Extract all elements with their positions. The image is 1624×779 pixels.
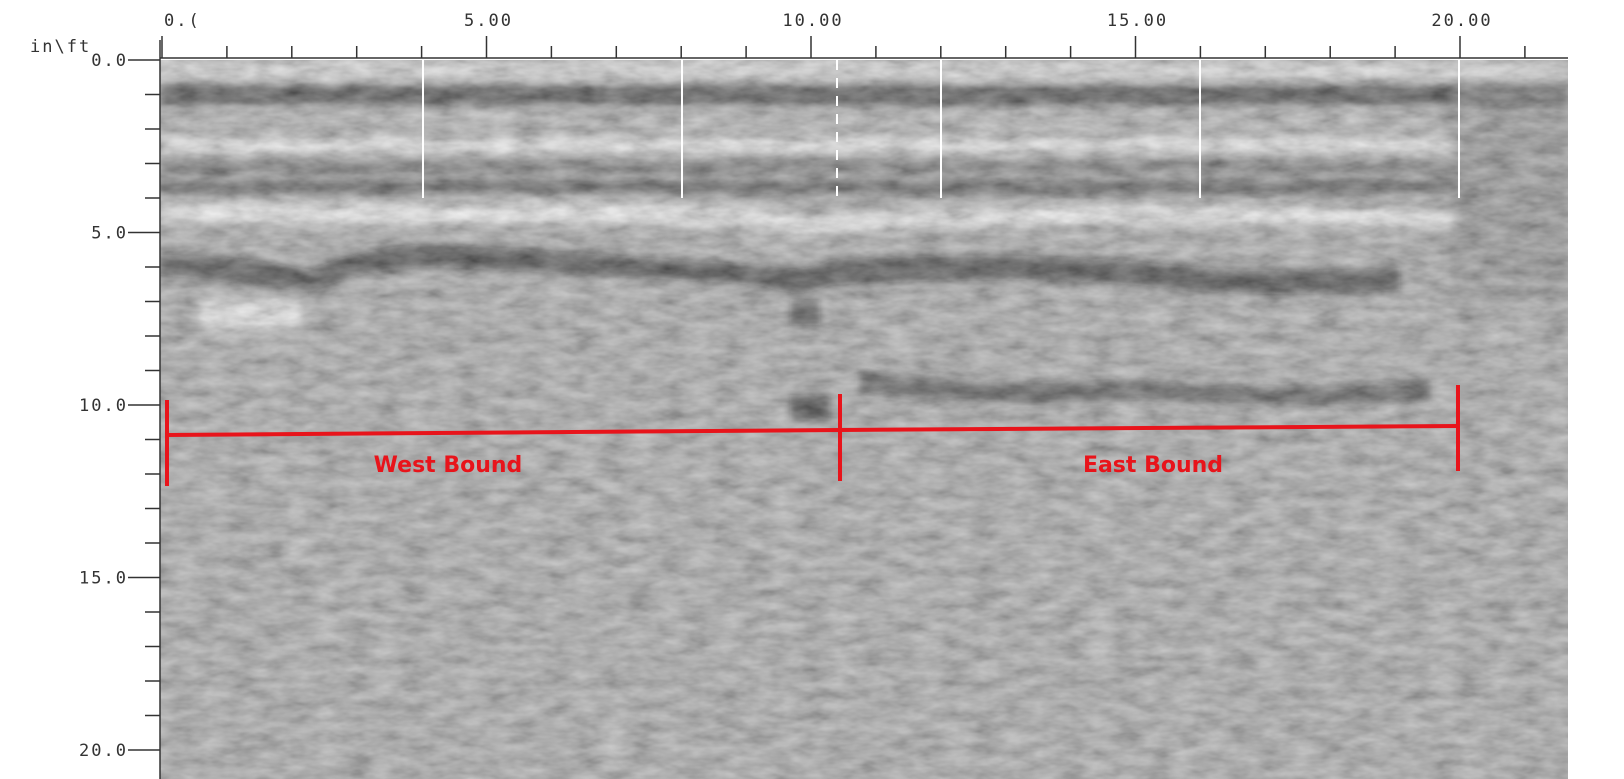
y-tick-label: 20.0 <box>79 741 128 761</box>
red-markers <box>164 385 1460 486</box>
radargram-image <box>160 60 1568 779</box>
annotation: East Bound <box>1083 453 1223 478</box>
x-tick-label: 0.( <box>164 11 201 31</box>
y-tick-label: 15.0 <box>79 569 128 589</box>
y-tick-label: 5.0 <box>91 224 128 244</box>
y-tick-label: 0.0 <box>91 51 128 71</box>
x-tick-label: 5.00 <box>464 11 513 31</box>
x-tick-label: 15.00 <box>1107 11 1168 31</box>
y-tick-label: 10.0 <box>79 396 128 416</box>
corner-label: in\ft <box>30 37 91 57</box>
x-tick-label: 20.00 <box>1431 11 1492 31</box>
x-tick-label: 10.00 <box>782 11 843 31</box>
annotation: West Bound <box>374 453 523 478</box>
